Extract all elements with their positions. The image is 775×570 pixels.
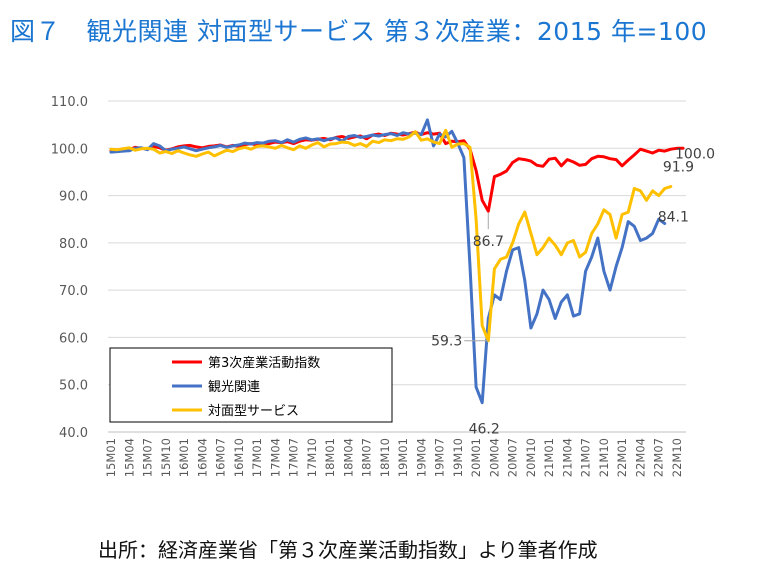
x-tick-label: 16M04 — [195, 438, 209, 477]
x-tick-label: 19M01 — [396, 438, 410, 477]
series-line-1 — [109, 118, 667, 405]
x-tick-label: 20M10 — [524, 438, 538, 477]
x-tick-label: 15M01 — [104, 438, 118, 477]
x-tick-label: 21M04 — [560, 438, 574, 477]
y-tick-label: 70.0 — [59, 284, 88, 299]
x-tick-label: 18M07 — [360, 438, 374, 477]
x-axis-ticks: 15M01 15M04 15M07 15M10 16M01 16M04 16M07 16M10… — [104, 438, 684, 477]
data-label: 100.0 — [675, 146, 715, 162]
y-tick-label: 90.0 — [59, 190, 88, 205]
x-tick-label: 17M01 — [250, 438, 264, 477]
series-line-0 — [109, 130, 685, 213]
legend-box — [109, 347, 393, 423]
x-tick-label: 22M10 — [670, 438, 684, 477]
data-annotations: 100.091.9 84.1 86.7 59.3 46.2 — [431, 146, 715, 437]
x-tick-label: 17M04 — [268, 438, 282, 477]
legend-label: 対面型サービス — [208, 404, 299, 419]
x-tick-label: 18M01 — [323, 438, 337, 477]
chart-title: 図７ 観光関連 対面型サービス 第３次産業：2015 年=100 — [10, 17, 708, 46]
x-tick-label: 22M07 — [652, 438, 666, 477]
x-tick-label: 19M10 — [451, 438, 465, 477]
y-tick-label: 110.0 — [51, 95, 88, 110]
x-tick-label: 15M04 — [122, 438, 136, 477]
x-tick-label: 16M07 — [214, 438, 228, 477]
y-tick-label: 60.0 — [59, 331, 88, 346]
legend-label: 観光関連 — [208, 380, 260, 395]
x-tick-label: 17M10 — [305, 438, 319, 477]
x-tick-label: 15M07 — [141, 438, 155, 477]
gridlines — [108, 100, 686, 433]
x-tick-label: 15M10 — [159, 438, 173, 477]
data-label: 84.1 — [658, 209, 689, 225]
source-note: 出所：経済産業省「第３次産業活動指数」より筆者作成 — [98, 538, 598, 562]
x-tick-label: 20M01 — [469, 438, 483, 477]
data-label: 59.3 — [431, 334, 462, 350]
x-tick-label: 21M01 — [542, 438, 556, 477]
x-tick-label: 21M10 — [597, 438, 611, 477]
y-axis-ticks: 110.0 100.0 90.0 80.0 70.0 60.0 50.0 40.0 — [51, 95, 88, 441]
y-tick-label: 40.0 — [59, 426, 88, 441]
x-tick-label: 19M04 — [414, 438, 428, 477]
x-tick-label: 20M04 — [487, 438, 501, 477]
x-tick-label: 20M07 — [506, 438, 520, 477]
legend-label: 第3次産業活動指数 — [208, 355, 320, 371]
x-tick-label: 21M07 — [579, 438, 593, 477]
data-label: 86.7 — [473, 234, 504, 250]
data-label: 91.9 — [663, 160, 694, 176]
y-tick-label: 50.0 — [59, 379, 88, 394]
x-tick-label: 18M10 — [378, 438, 392, 477]
x-tick-label: 16M01 — [177, 438, 191, 477]
series-lines — [109, 118, 685, 405]
x-tick-label: 19M07 — [433, 438, 447, 477]
x-tick-label: 16M10 — [232, 438, 246, 477]
y-tick-label: 80.0 — [59, 237, 88, 252]
x-tick-label: 22M01 — [615, 438, 629, 477]
x-tick-label: 17M07 — [287, 438, 301, 477]
y-tick-label: 100.0 — [51, 142, 88, 157]
x-tick-label: 22M04 — [633, 438, 647, 477]
series-line-2 — [109, 128, 673, 343]
data-label: 46.2 — [469, 422, 500, 438]
x-tick-label: 18M04 — [341, 438, 355, 477]
